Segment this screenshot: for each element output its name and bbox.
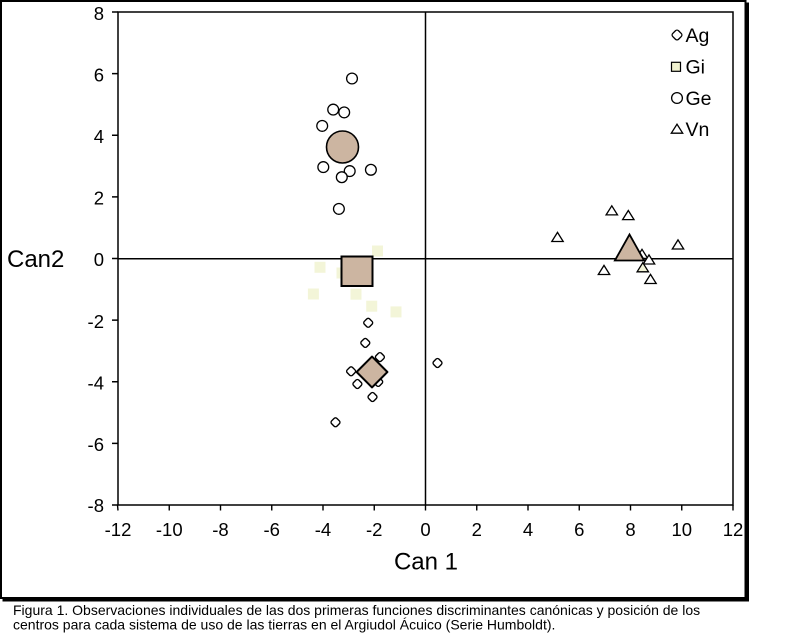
svg-text:0: 0: [420, 519, 430, 540]
svg-text:-8: -8: [88, 495, 104, 516]
svg-text:4: 4: [523, 519, 533, 540]
svg-text:-4: -4: [315, 519, 331, 540]
svg-text:-8: -8: [212, 519, 228, 540]
svg-text:-6: -6: [264, 519, 280, 540]
svg-text:-10: -10: [156, 519, 183, 540]
svg-text:-12: -12: [105, 519, 132, 540]
svg-text:Vn: Vn: [686, 119, 710, 141]
svg-text:2: 2: [472, 519, 482, 540]
svg-text:4: 4: [94, 126, 104, 147]
svg-text:12: 12: [723, 519, 744, 540]
svg-text:-4: -4: [88, 372, 104, 393]
svg-text:Ge: Ge: [686, 88, 712, 110]
svg-text:6: 6: [574, 519, 584, 540]
svg-text:8: 8: [94, 3, 104, 24]
svg-text:10: 10: [671, 519, 692, 540]
svg-text:-2: -2: [366, 519, 382, 540]
svg-text:centros para cada sistema de u: centros para cada sistema de uso de las …: [13, 617, 555, 633]
svg-text:0: 0: [94, 249, 104, 270]
svg-text:Can 1: Can 1: [394, 549, 458, 576]
svg-text:Ag: Ag: [686, 25, 710, 47]
svg-text:Can2: Can2: [7, 246, 64, 273]
svg-text:2: 2: [94, 188, 104, 209]
svg-text:-2: -2: [88, 311, 104, 332]
svg-text:-6: -6: [88, 434, 104, 455]
svg-text:8: 8: [625, 519, 635, 540]
svg-text:Gi: Gi: [686, 57, 706, 79]
svg-text:Figura 1. Observaciones indivi: Figura 1. Observaciones individuales de …: [13, 602, 700, 618]
svg-text:6: 6: [94, 64, 104, 85]
